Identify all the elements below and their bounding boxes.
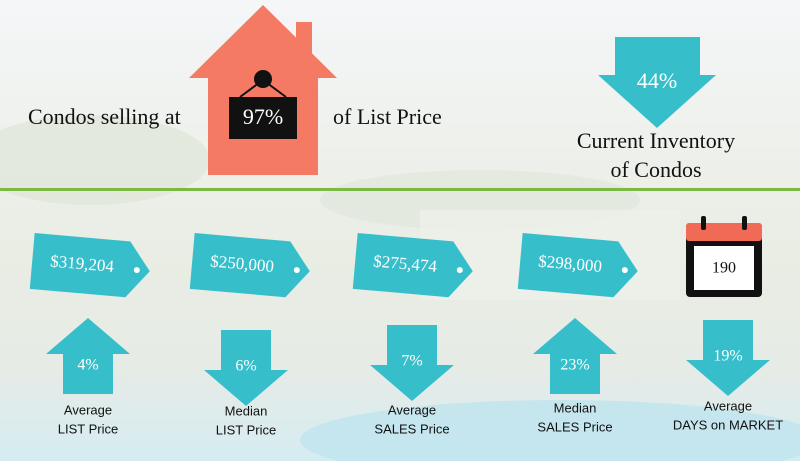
change-label: Average xyxy=(704,398,752,413)
days-value: 190 xyxy=(712,260,736,277)
change-label: Median xyxy=(554,400,597,415)
change-value: 23% xyxy=(560,357,589,374)
change-label: SALES Price xyxy=(537,419,612,434)
change-label: Average xyxy=(64,402,112,417)
change-label: LIST Price xyxy=(58,421,118,436)
inventory-label: of Condos xyxy=(610,157,701,182)
price-tag: $275,474 xyxy=(352,233,473,298)
change-label: LIST Price xyxy=(216,422,276,437)
sale-ratio: 97% xyxy=(243,104,283,129)
change-value: 4% xyxy=(77,357,98,374)
change-label: Average xyxy=(388,402,436,417)
headline-prefix: Condos selling at xyxy=(28,104,181,129)
tag-shape xyxy=(517,233,638,298)
tag-shape xyxy=(189,233,310,298)
tag-hole xyxy=(133,267,140,274)
tag-hole xyxy=(456,267,463,274)
up-arrow xyxy=(46,318,130,394)
inventory-label: Current Inventory xyxy=(577,128,735,153)
tag-hole xyxy=(293,267,300,274)
tag-shape xyxy=(29,233,150,298)
change-value: 6% xyxy=(235,358,256,375)
tag-shape xyxy=(352,233,473,298)
change-value: 7% xyxy=(401,353,422,370)
headline-suffix: of List Price xyxy=(333,104,442,129)
up-arrow xyxy=(533,318,617,394)
change-label: SALES Price xyxy=(374,421,449,436)
house xyxy=(189,5,337,175)
tag-hole xyxy=(621,267,628,274)
inventory-value: 44% xyxy=(637,68,677,93)
down-arrow xyxy=(204,330,288,406)
down-arrow xyxy=(686,320,770,396)
price-tag: $250,000 xyxy=(189,233,310,298)
change-label: Median xyxy=(225,403,268,418)
change-label: DAYS on MARKET xyxy=(673,417,783,432)
price-tag: $298,000 xyxy=(517,233,638,298)
price-tag: $319,204 xyxy=(29,233,150,298)
change-value: 19% xyxy=(713,348,742,365)
palm-shade xyxy=(0,115,210,205)
down-arrow xyxy=(370,325,454,401)
inventory-arrow xyxy=(598,37,716,128)
pool xyxy=(300,400,800,461)
divider xyxy=(0,188,800,191)
calendar xyxy=(686,216,762,297)
